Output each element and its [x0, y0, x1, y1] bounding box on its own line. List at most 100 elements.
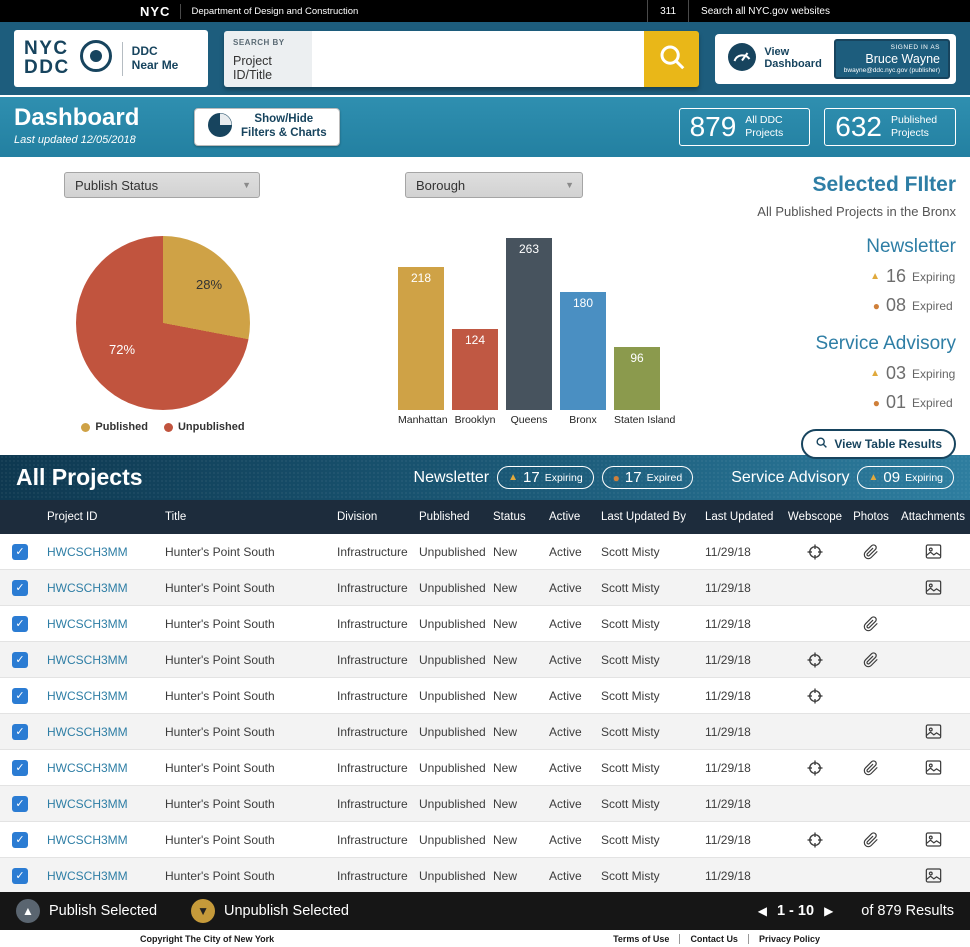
cell-project-id[interactable]: HWCSCH3MM — [47, 544, 128, 559]
search-input[interactable] — [312, 30, 645, 87]
view-table-results-button[interactable]: View Table Results — [801, 429, 956, 459]
cell-division: Infrastructure — [337, 616, 408, 631]
table-row[interactable]: ✓ HWCSCH3MM Hunter's Point South Infrast… — [0, 570, 970, 606]
prev-page-icon[interactable]: ◀ — [757, 904, 767, 918]
cell-project-id[interactable]: HWCSCH3MM — [47, 760, 128, 775]
cell-last-updated: 11/29/18 — [705, 868, 751, 883]
row-checkbox[interactable]: ✓ — [12, 615, 28, 632]
table-row[interactable]: ✓ HWCSCH3MM Hunter's Point South Infrast… — [0, 786, 970, 822]
webscope-icon[interactable] — [806, 831, 824, 849]
table-row[interactable]: ✓ HWCSCH3MM Hunter's Point South Infrast… — [0, 858, 970, 892]
borough-bar-labels: Manhattan Brooklyn Queens Bronx Staten Islan… — [398, 414, 675, 426]
row-checkbox[interactable]: ✓ — [12, 867, 28, 884]
view-dashboard-button[interactable]: View Dashboard — [727, 42, 822, 76]
row-checkbox[interactable]: ✓ — [12, 759, 28, 776]
signed-in-label: SIGNED IN AS — [890, 43, 940, 51]
table-row[interactable]: ✓ HWCSCH3MM Hunter's Point South Infrast… — [0, 822, 970, 858]
newsletter-heading: Newsletter — [866, 236, 956, 257]
webscope-icon[interactable] — [806, 651, 824, 669]
image-icon[interactable] — [925, 724, 942, 739]
newsletter-expired-badge: ● 17 Expired — [601, 466, 694, 489]
table-row[interactable]: ✓ HWCSCH3MM Hunter's Point South Infrast… — [0, 678, 970, 714]
paperclip-icon[interactable] — [863, 615, 879, 632]
cell-project-id[interactable]: HWCSCH3MM — [47, 796, 128, 811]
image-icon[interactable] — [925, 544, 942, 559]
cell-last-updated-by: Scott Misty — [601, 688, 660, 703]
ddc-logo[interactable]: NYC DDC DDC Near Me — [14, 30, 208, 87]
cell-project-id[interactable]: HWCSCH3MM — [47, 832, 128, 847]
show-hide-filters-button[interactable]: Show/Hide Filters & Charts — [194, 108, 340, 146]
col-division: Division — [337, 511, 378, 523]
ddc-near-me-label: DDC Near Me — [131, 43, 179, 72]
cell-last-updated-by: Scott Misty — [601, 652, 660, 667]
col-last-updated: Last Updated — [705, 511, 774, 523]
row-checkbox[interactable]: ✓ — [12, 687, 28, 704]
bar-manhattan: 218 — [398, 267, 444, 410]
next-page-icon[interactable]: ▶ — [824, 904, 834, 918]
row-checkbox[interactable]: ✓ — [12, 723, 28, 740]
selected-filter-title: Selected FIlter — [812, 173, 956, 196]
borough-dropdown[interactable]: Borough ▼ — [405, 172, 583, 198]
terms-of-use-link[interactable]: Terms of Use — [613, 933, 670, 944]
signed-in-box[interactable]: SIGNED IN AS Bruce Wayne bwayne@ddc.nyc.… — [833, 38, 950, 79]
gov-311-link[interactable]: 311 — [647, 0, 690, 22]
unpublish-icon: ▼ — [191, 899, 216, 923]
webscope-icon[interactable] — [806, 543, 824, 561]
pie-legend: Published Unpublished — [76, 421, 250, 433]
publish-status-dropdown[interactable]: Publish Status ▼ — [64, 172, 260, 198]
publish-selected-button[interactable]: ▲ Publish Selected — [16, 899, 157, 923]
unpublish-selected-button[interactable]: ▼ Unpublish Selected — [191, 899, 349, 923]
ddc-logo-text: NYC DDC — [24, 38, 70, 78]
paperclip-icon[interactable] — [863, 831, 879, 848]
image-icon[interactable] — [925, 760, 942, 775]
table-row[interactable]: ✓ HWCSCH3MM Hunter's Point South Infrast… — [0, 714, 970, 750]
table-row[interactable]: ✓ HWCSCH3MM Hunter's Point South Infrast… — [0, 642, 970, 678]
cell-division: Infrastructure — [337, 832, 408, 847]
table-row[interactable]: ✓ HWCSCH3MM Hunter's Point South Infrast… — [0, 750, 970, 786]
table-row[interactable]: ✓ HWCSCH3MM Hunter's Point South Infrast… — [0, 534, 970, 570]
publish-pie-chart: 28% 72% — [76, 236, 250, 410]
publish-icon: ▲ — [16, 899, 40, 923]
cell-active: Active — [549, 832, 582, 847]
image-icon[interactable] — [925, 580, 942, 595]
contact-us-link[interactable]: Contact Us — [679, 933, 748, 944]
near-me-icon — [79, 39, 113, 78]
cell-project-id[interactable]: HWCSCH3MM — [47, 616, 128, 631]
row-checkbox[interactable]: ✓ — [12, 579, 28, 596]
image-icon[interactable] — [925, 868, 942, 883]
cell-division: Infrastructure — [337, 580, 408, 595]
webscope-icon[interactable] — [806, 687, 824, 705]
paperclip-icon[interactable] — [863, 759, 879, 776]
webscope-icon[interactable] — [806, 759, 824, 777]
paperclip-icon[interactable] — [863, 651, 879, 668]
search-button[interactable] — [644, 30, 700, 87]
pie-pct-published: 28% — [196, 277, 223, 292]
expired-dot-icon: ● — [872, 395, 880, 410]
image-icon[interactable] — [925, 832, 942, 847]
gov-search-link[interactable]: Search all NYC.gov websites — [701, 5, 830, 17]
row-checkbox[interactable]: ✓ — [12, 543, 28, 560]
cell-project-id[interactable]: HWCSCH3MM — [47, 868, 128, 883]
paperclip-icon[interactable] — [863, 543, 879, 560]
expired-dot-icon: ● — [612, 470, 620, 485]
table-row[interactable]: ✓ HWCSCH3MM Hunter's Point South Infrast… — [0, 606, 970, 642]
cell-project-id[interactable]: HWCSCH3MM — [47, 724, 128, 739]
cell-project-id[interactable]: HWCSCH3MM — [47, 652, 128, 667]
col-active: Active — [549, 511, 581, 523]
privacy-policy-link[interactable]: Privacy Policy — [747, 933, 830, 944]
cell-division: Infrastructure — [337, 724, 408, 739]
cell-project-id[interactable]: HWCSCH3MM — [47, 688, 128, 703]
chevron-down-icon: ▼ — [242, 180, 251, 190]
col-status: Status — [493, 511, 526, 523]
nyc-logo[interactable]: NYC — [140, 3, 182, 19]
row-checkbox[interactable]: ✓ — [12, 795, 28, 812]
cell-project-id[interactable]: HWCSCH3MM — [47, 580, 128, 595]
cell-active: Active — [549, 580, 582, 595]
service-advisory-expiring-badge: ▲ 09 Expiring — [857, 466, 954, 489]
row-checkbox[interactable]: ✓ — [12, 831, 28, 848]
search-by-selector[interactable]: SEARCH BY Project ID/Title — [224, 30, 312, 87]
user-email: bwayne@ddc.nyc.gov (publisher) — [843, 66, 940, 74]
expiring-triangle-icon: ▲ — [868, 472, 879, 483]
row-checkbox[interactable]: ✓ — [12, 651, 28, 668]
cell-active: Active — [549, 616, 582, 631]
